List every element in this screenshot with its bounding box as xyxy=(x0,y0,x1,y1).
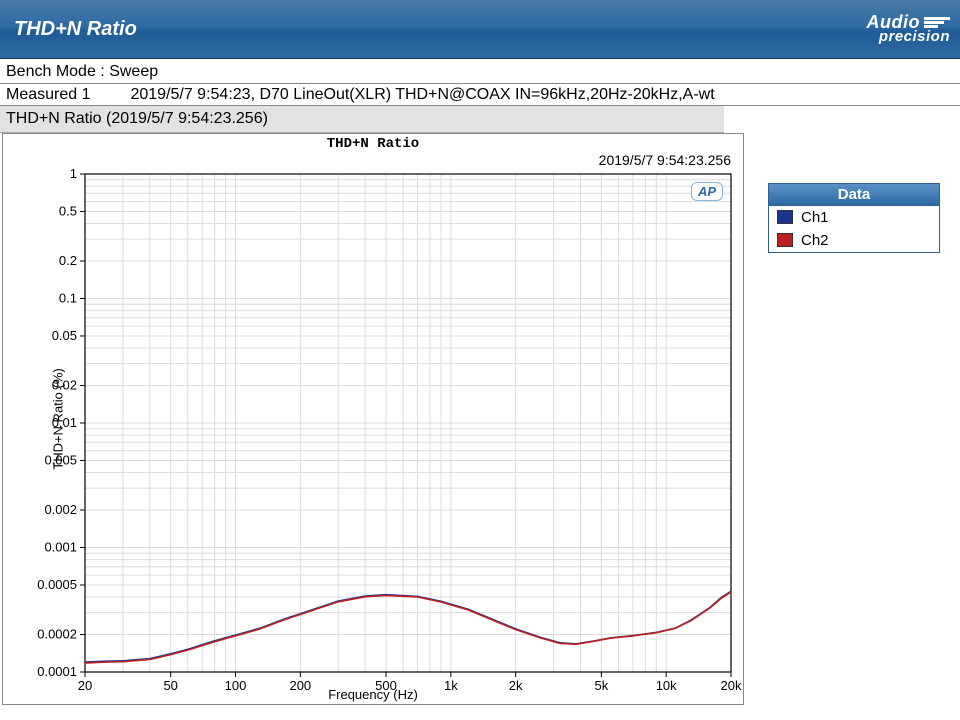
ap-watermark-icon: AP xyxy=(691,182,723,201)
measured-value: 2019/5/7 9:54:23, D70 LineOut(XLR) THD+N… xyxy=(130,86,714,103)
legend-title: Data xyxy=(769,184,939,206)
meta-panel: Bench Mode : Sweep Measured 1 2019/5/7 9… xyxy=(0,59,960,133)
svg-text:0.002: 0.002 xyxy=(44,502,77,517)
svg-text:0.05: 0.05 xyxy=(52,328,77,343)
legend-container: Data Ch1 Ch2 xyxy=(768,183,940,705)
chart-container: THD+N Ratio 2019/5/7 9:54:23.256 THD+N R… xyxy=(2,133,744,705)
bench-mode-label: Bench Mode : xyxy=(6,63,105,80)
svg-text:0.5: 0.5 xyxy=(59,203,77,218)
x-axis-label: Frequency (Hz) xyxy=(3,687,743,702)
legend-item[interactable]: Ch2 xyxy=(769,229,939,252)
title-bar: THD+N Ratio Audio precision xyxy=(0,0,960,59)
svg-text:0.0001: 0.0001 xyxy=(37,664,77,679)
legend-swatch xyxy=(777,233,793,247)
svg-text:0.2: 0.2 xyxy=(59,253,77,268)
svg-text:0.0002: 0.0002 xyxy=(37,626,77,641)
legend-item[interactable]: Ch1 xyxy=(769,206,939,229)
y-axis-label: THD+N Ratio (%) xyxy=(50,368,65,470)
svg-text:0.001: 0.001 xyxy=(44,539,77,554)
legend-swatch xyxy=(777,210,793,224)
bench-mode-value: Sweep xyxy=(109,63,158,80)
bench-mode-row: Bench Mode : Sweep xyxy=(0,59,960,84)
chart-timestamp: 2019/5/7 9:54:23.256 xyxy=(599,152,731,168)
chart-svg: 20501002005001k2k5k10k20k0.00010.00020.0… xyxy=(3,134,743,704)
measured-label: Measured 1 xyxy=(6,84,126,106)
svg-text:0.0005: 0.0005 xyxy=(37,577,77,592)
logo-bars-icon xyxy=(924,17,950,28)
chart-panel-title: THD+N Ratio (2019/5/7 9:54:23.256) xyxy=(0,106,724,133)
legend-label: Ch2 xyxy=(801,232,829,249)
svg-text:1: 1 xyxy=(70,166,77,181)
legend-label: Ch1 xyxy=(801,209,829,226)
series-Ch2 xyxy=(85,592,731,663)
chart-title: THD+N Ratio xyxy=(3,136,743,152)
legend-box: Data Ch1 Ch2 xyxy=(768,183,940,253)
svg-text:0.1: 0.1 xyxy=(59,290,77,305)
app-title: THD+N Ratio xyxy=(14,18,137,41)
logo-text-bottom: precision xyxy=(879,30,950,44)
content-area: THD+N Ratio 2019/5/7 9:54:23.256 THD+N R… xyxy=(0,133,960,705)
measured-row: Measured 1 2019/5/7 9:54:23, D70 LineOut… xyxy=(0,84,960,107)
brand-logo: Audio precision xyxy=(867,14,951,44)
